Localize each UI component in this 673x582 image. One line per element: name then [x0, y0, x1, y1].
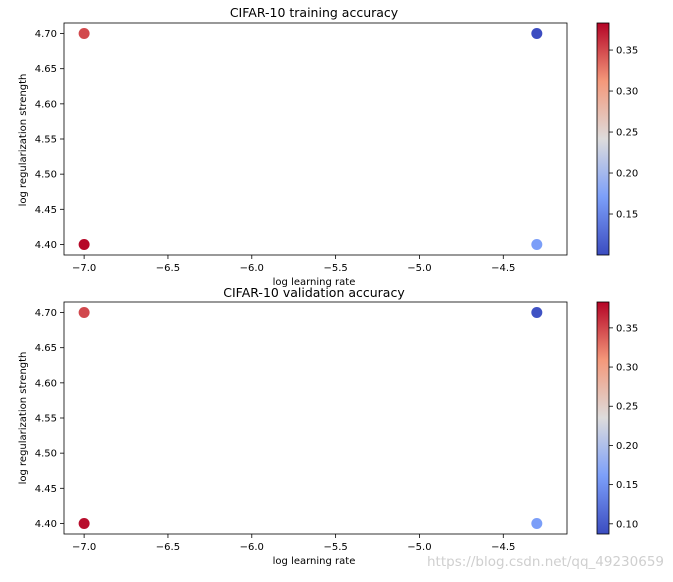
colorbar-tick-label: 0.15 [616, 210, 638, 221]
y-tick-label: 4.70 [35, 308, 57, 319]
colorbar: 0.15 0.20 0.25 0.30 0.35 [596, 22, 638, 256]
x-tick-label: −5.5 [323, 542, 347, 553]
y-tick-label: 4.70 [35, 29, 57, 40]
colorbar-tick-label: 0.35 [616, 323, 638, 334]
colorbar-tick-label: 0.30 [616, 87, 638, 98]
colorbar-tick-label: 0.15 [616, 480, 638, 491]
x-tick-label: −6.5 [156, 542, 180, 553]
chart-title: CIFAR-10 validation accuracy [223, 285, 405, 300]
y-tick-label: 4.40 [35, 240, 57, 251]
x-tick-label: −6.0 [240, 542, 264, 553]
axis-ticks: −7.0 −6.5 −6.0 −5.5 −5.0 −4.5 4.40 4.45 4.50 4.55… [35, 308, 516, 553]
y-tick-label: 4.45 [35, 205, 57, 216]
x-tick-label: −4.5 [491, 263, 515, 274]
plot-frame [63, 301, 568, 535]
scatter-point [531, 517, 543, 529]
scatter-points [78, 307, 543, 529]
x-tick-label: −6.0 [240, 263, 264, 274]
x-tick-label: −4.5 [491, 542, 515, 553]
colorbar-tick-label: 0.10 [616, 519, 638, 530]
scatter-points [78, 28, 543, 250]
scatter-point [531, 307, 543, 319]
axis-ticks: −7.0 −6.5 −6.0 −5.5 −5.0 −4.5 4.40 4.45 4.50 4.55… [35, 29, 516, 274]
colorbar-tick-label: 0.25 [616, 402, 638, 413]
x-tick-label: −5.0 [407, 263, 431, 274]
colorbar-gradient [596, 22, 610, 256]
colorbar: 0.10 0.15 0.20 0.25 0.30 0.35 [596, 301, 638, 535]
colorbar-tick-label: 0.20 [616, 441, 638, 452]
scatter-point [531, 238, 543, 250]
chart-title: CIFAR-10 training accuracy [230, 5, 399, 20]
x-tick-label: −5.5 [323, 263, 347, 274]
y-tick-label: 4.60 [35, 99, 57, 110]
x-axis-label: log learning rate [273, 556, 356, 567]
y-tick-label: 4.60 [35, 378, 57, 389]
scatter-point [78, 238, 90, 250]
validation-accuracy-panel: CIFAR-10 validation accuracy log regular… [18, 285, 638, 567]
y-tick-label: 4.65 [35, 343, 57, 354]
colorbar-tick-label: 0.20 [616, 169, 638, 180]
plot-frame [63, 22, 568, 256]
colorbar-tick-label: 0.25 [616, 128, 638, 139]
x-tick-label: −6.5 [156, 263, 180, 274]
scatter-point [531, 28, 543, 40]
y-tick-label: 4.45 [35, 484, 57, 495]
y-tick-label: 4.55 [35, 135, 57, 146]
x-tick-label: −5.0 [407, 542, 431, 553]
scatter-point [78, 307, 90, 319]
y-axis-label: log regularization strength [18, 74, 29, 207]
y-tick-label: 4.40 [35, 519, 57, 530]
colorbar-tick-label: 0.35 [616, 46, 638, 57]
x-axis-label: log learning rate [273, 277, 356, 288]
watermark: https://blog.csdn.net/qq_49230659 [427, 554, 664, 570]
colorbar-gradient [596, 301, 610, 535]
y-tick-label: 4.55 [35, 414, 57, 425]
y-tick-label: 4.50 [35, 449, 57, 460]
x-tick-label: −7.0 [72, 263, 96, 274]
y-tick-label: 4.50 [35, 170, 57, 181]
x-tick-label: −7.0 [72, 542, 96, 553]
y-tick-label: 4.65 [35, 64, 57, 75]
training-accuracy-panel: CIFAR-10 training accuracy log regulariz… [18, 5, 638, 288]
y-axis-label: log regularization strength [18, 352, 29, 485]
scatter-point [78, 517, 90, 529]
scatter-point [78, 28, 90, 40]
colorbar-tick-label: 0.30 [616, 363, 638, 374]
